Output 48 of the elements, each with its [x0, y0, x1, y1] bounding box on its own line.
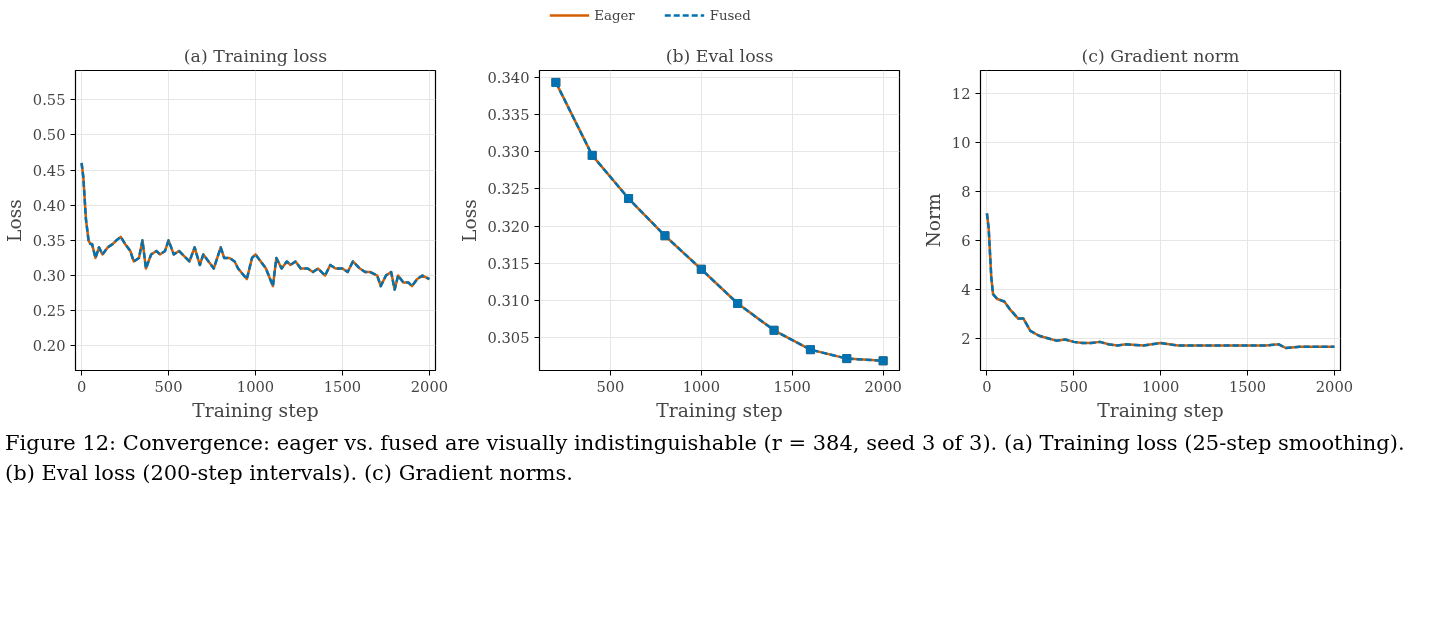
x-tick-label: 0 — [982, 377, 992, 395]
y-tick-label: 0.320 — [487, 217, 530, 235]
x-tick-label: 500 — [596, 377, 625, 395]
y-tick-label: 10 — [951, 133, 971, 151]
x-axis-title: Training step — [192, 399, 319, 421]
x-tick-label: 2000 — [410, 377, 449, 395]
x-tick-label: 0 — [76, 377, 87, 395]
y-axis-title: Loss — [458, 199, 480, 242]
legend-label: Fused — [709, 7, 751, 23]
y-tick-label: 0.25 — [32, 302, 66, 320]
chart-title: (b) Eval loss — [665, 45, 774, 66]
chart-title: (a) Training loss — [183, 45, 328, 66]
y-tick-label: 0.50 — [32, 126, 66, 144]
y-tick-label: 0.45 — [32, 161, 66, 179]
y-tick-label: 2 — [961, 329, 971, 347]
y-tick-label: 0.315 — [487, 254, 530, 272]
x-tick-label: 2000 — [1315, 377, 1354, 395]
y-tick-label: 0.305 — [487, 329, 530, 347]
y-axis-title: Norm — [922, 193, 944, 248]
y-tick-label: 0.330 — [487, 143, 530, 161]
y-tick-label: 12 — [951, 85, 971, 102]
x-tick-label: 1000 — [236, 377, 275, 395]
legend-label: Eager — [594, 7, 635, 23]
y-tick-label: 0.20 — [32, 337, 66, 355]
y-tick-label: 0.55 — [32, 91, 66, 109]
y-axis-title: Loss — [3, 199, 25, 242]
y-tick-label: 0.40 — [32, 196, 66, 214]
y-tick-label: 0.325 — [487, 180, 530, 198]
y-tick-label: 0.340 — [487, 68, 530, 86]
caption: Figure 12: Convergence: eager vs. fused are visually indistinguishable (r = 384, seed 3 of 3). (a) Training loss (25-step smoothing). (b) Eval loss (200-step intervals). (c) Gradient norms. — [5, 430, 1405, 488]
x-tick-label: 500 — [1059, 377, 1088, 395]
x-tick-label: 1500 — [323, 377, 362, 395]
y-tick-label: 0.335 — [487, 105, 530, 123]
x-tick-label: 1500 — [1228, 377, 1267, 395]
y-tick-label: 8 — [961, 182, 971, 200]
x-tick-label: 500 — [154, 377, 183, 395]
x-tick-label: 1000 — [682, 377, 720, 395]
y-tick-label: 0.35 — [32, 231, 66, 249]
y-tick-label: 0.310 — [487, 292, 530, 310]
x-tick-label: 2000 — [864, 377, 902, 395]
y-tick-label: 4 — [961, 280, 971, 298]
x-tick-label: 1000 — [1142, 377, 1180, 395]
y-tick-label: 6 — [961, 231, 971, 249]
x-tick-label: 1500 — [773, 377, 811, 395]
y-tick-label: 0.30 — [32, 267, 66, 285]
chart-title: (c) Gradient norm — [1081, 45, 1240, 66]
x-axis-title: Training step — [1097, 399, 1224, 421]
x-axis-title: Training step — [656, 399, 783, 421]
